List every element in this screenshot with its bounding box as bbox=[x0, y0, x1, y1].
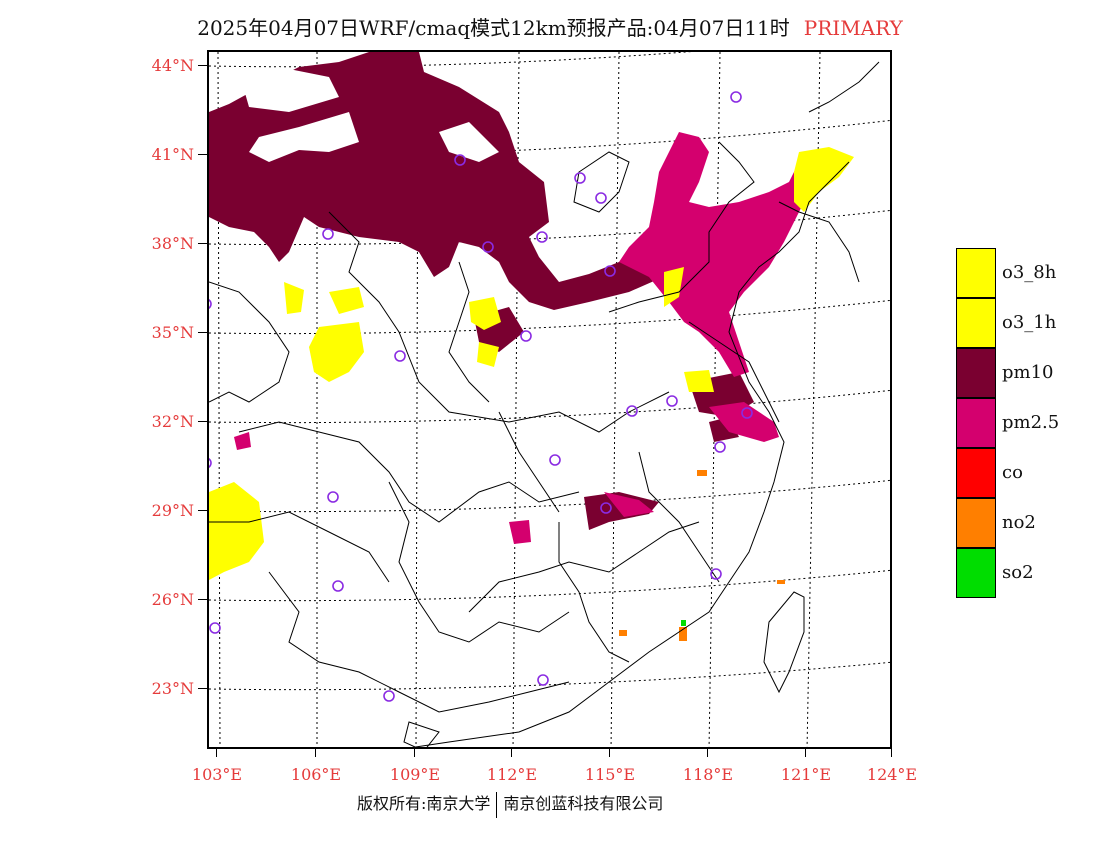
legend-item-o3-8h: o3_8h bbox=[956, 248, 1096, 298]
copyright-left: 版权所有:南京大学 bbox=[357, 794, 491, 813]
footer-separator bbox=[496, 791, 498, 818]
lon-label-112: 112°E bbox=[486, 765, 538, 784]
legend-label: pm2.5 bbox=[1002, 412, 1060, 433]
lon-label-115: 115°E bbox=[584, 765, 636, 784]
legend-item-no2: no2 bbox=[956, 498, 1096, 548]
lat-label-41: 41°N bbox=[151, 145, 194, 164]
legend-item-pm10: pm10 bbox=[956, 348, 1096, 398]
title-tag: PRIMARY bbox=[803, 16, 903, 40]
lon-tick bbox=[707, 749, 708, 757]
pollutant-map bbox=[209, 52, 890, 747]
lon-tick bbox=[216, 749, 217, 757]
legend-swatch bbox=[956, 398, 996, 448]
lat-tick bbox=[198, 154, 207, 155]
legend-item-so2: so2 bbox=[956, 548, 1096, 598]
copyright-footer: 版权所有:南京大学 南京创蓝科技有限公司 bbox=[357, 790, 663, 818]
map-area[interactable] bbox=[207, 50, 892, 749]
legend-item-pm25: pm2.5 bbox=[956, 398, 1096, 448]
lon-tick bbox=[891, 749, 892, 757]
so2-region bbox=[681, 620, 686, 626]
lat-tick bbox=[198, 65, 207, 66]
coastline bbox=[403, 161, 850, 747]
lon-label-118: 118°E bbox=[682, 765, 734, 784]
lat-label-26: 26°N bbox=[151, 590, 194, 609]
lat-tick bbox=[198, 332, 207, 333]
lat-label-38: 38°N bbox=[151, 234, 194, 253]
legend: o3_8h o3_1h pm10 pm2.5 co no2 so2 bbox=[956, 248, 1096, 598]
lat-label-32: 32°N bbox=[151, 412, 194, 431]
lon-label-109: 109°E bbox=[389, 765, 441, 784]
map-title: 2025年04月07日WRF/cmaq模式12km预报产品:04月07日11时 P… bbox=[0, 12, 1100, 41]
legend-swatch bbox=[956, 548, 996, 598]
copyright-right: 南京创蓝科技有限公司 bbox=[503, 794, 664, 813]
lat-tick bbox=[198, 599, 207, 600]
boundaries bbox=[209, 61, 880, 713]
legend-item-co: co bbox=[956, 448, 1096, 498]
lat-tick bbox=[198, 510, 207, 511]
o3-region bbox=[209, 147, 854, 580]
legend-swatch bbox=[956, 348, 996, 398]
lat-label-29: 29°N bbox=[151, 501, 194, 520]
lon-label-124: 124°E bbox=[866, 765, 918, 784]
lon-tick bbox=[805, 749, 806, 757]
lon-tick bbox=[414, 749, 415, 757]
pm10-region bbox=[209, 52, 754, 530]
legend-swatch bbox=[956, 448, 996, 498]
lat-tick bbox=[198, 688, 207, 689]
lon-tick bbox=[511, 749, 512, 757]
legend-label: so2 bbox=[1002, 562, 1034, 583]
legend-swatch bbox=[956, 248, 996, 298]
legend-label: no2 bbox=[1002, 512, 1036, 533]
lon-label-106: 106°E bbox=[290, 765, 342, 784]
lat-label-35: 35°N bbox=[151, 323, 194, 342]
lon-tick bbox=[609, 749, 610, 757]
legend-item-o3-1h: o3_1h bbox=[956, 298, 1096, 348]
no2-region bbox=[619, 470, 785, 641]
legend-label: o3_8h bbox=[1002, 262, 1057, 283]
lon-label-121: 121°E bbox=[780, 765, 832, 784]
lat-tick bbox=[198, 243, 207, 244]
legend-swatch bbox=[956, 498, 996, 548]
pm25-region bbox=[234, 132, 814, 544]
legend-swatch bbox=[956, 298, 996, 348]
lat-label-23: 23°N bbox=[151, 679, 194, 698]
lon-tick bbox=[315, 749, 316, 757]
lat-label-44: 44°N bbox=[151, 56, 194, 75]
lon-label-103: 103°E bbox=[191, 765, 243, 784]
legend-label: co bbox=[1002, 462, 1023, 483]
title-main: 2025年04月07日WRF/cmaq模式12km预报产品:04月07日11时 bbox=[197, 16, 790, 40]
legend-label: o3_1h bbox=[1002, 312, 1057, 333]
lat-tick bbox=[198, 421, 207, 422]
station-markers bbox=[209, 91, 753, 702]
legend-label: pm10 bbox=[1002, 362, 1054, 383]
